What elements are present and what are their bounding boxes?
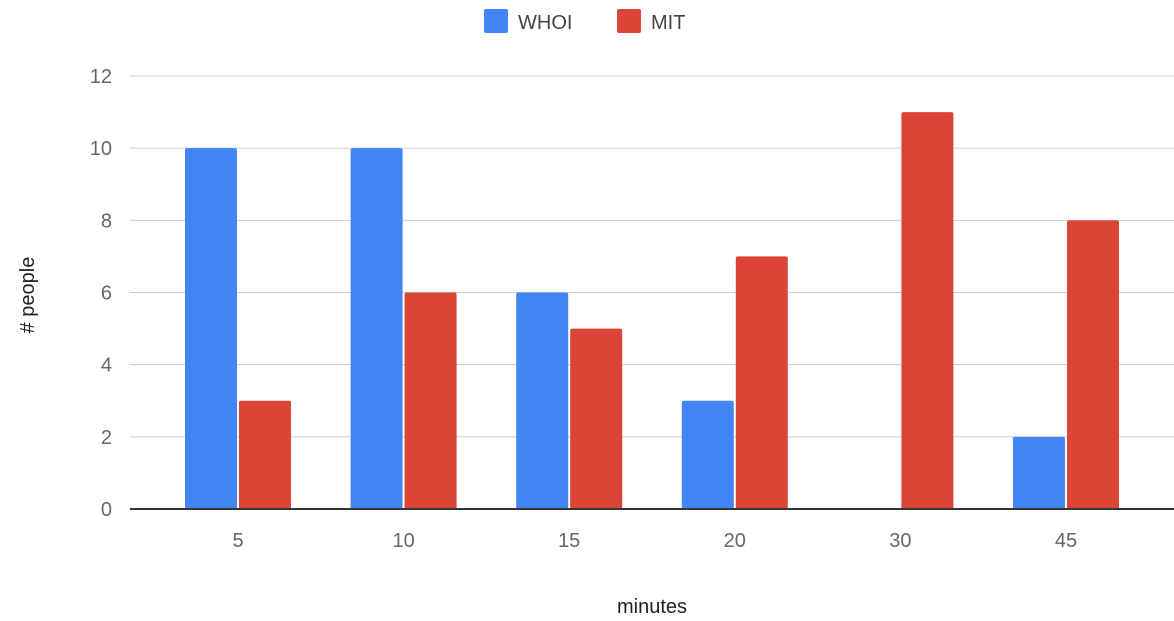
legend-item-whoi[interactable]: WHOI xyxy=(484,9,572,34)
y-tick-label-12: 12 xyxy=(90,66,112,88)
x-tick-label-10: 10 xyxy=(392,530,414,552)
legend-label-mit: MIT xyxy=(651,12,685,34)
x-tick-label-30: 30 xyxy=(889,530,911,552)
bar-whoi-10 xyxy=(350,148,403,509)
bar-whoi-5 xyxy=(185,148,237,509)
y-tick-label-6: 6 xyxy=(101,283,112,305)
y-tick-label-4: 4 xyxy=(101,355,112,377)
x-tick-label-20: 20 xyxy=(724,530,746,552)
legend-swatch-whoi xyxy=(484,9,508,33)
bar-mit-20 xyxy=(735,256,788,509)
x-tick-label-45: 45 xyxy=(1055,530,1077,552)
legend-label-whoi: WHOI xyxy=(518,12,572,34)
y-axis-ticks: 0 2 4 6 8 10 12 xyxy=(90,66,112,521)
bar-mit-15 xyxy=(570,328,623,509)
legend[interactable]: WHOI MIT xyxy=(484,9,685,34)
bar-mit-45 xyxy=(1067,220,1119,510)
x-tick-label-5: 5 xyxy=(232,530,243,552)
y-axis-title: # people xyxy=(17,257,39,334)
bar-whoi-15 xyxy=(516,292,569,509)
x-axis-title: minutes xyxy=(617,596,687,618)
gridlines xyxy=(130,75,1174,438)
bar-mit-30 xyxy=(901,112,954,509)
x-tick-label-15: 15 xyxy=(558,530,580,552)
y-tick-label-10: 10 xyxy=(90,138,112,160)
legend-swatch-mit xyxy=(617,9,641,33)
y-tick-label-2: 2 xyxy=(101,427,112,449)
x-axis-ticks: 5 10 15 20 30 45 xyxy=(232,530,1077,552)
y-tick-label-8: 8 xyxy=(101,210,112,232)
bars xyxy=(185,112,1119,510)
bar-mit-10 xyxy=(404,292,457,509)
bar-mit-5 xyxy=(239,400,291,509)
bar-whoi-45 xyxy=(1013,436,1065,509)
legend-item-mit[interactable]: MIT xyxy=(617,9,685,34)
bar-whoi-20 xyxy=(681,400,734,509)
y-tick-label-0: 0 xyxy=(101,499,112,521)
